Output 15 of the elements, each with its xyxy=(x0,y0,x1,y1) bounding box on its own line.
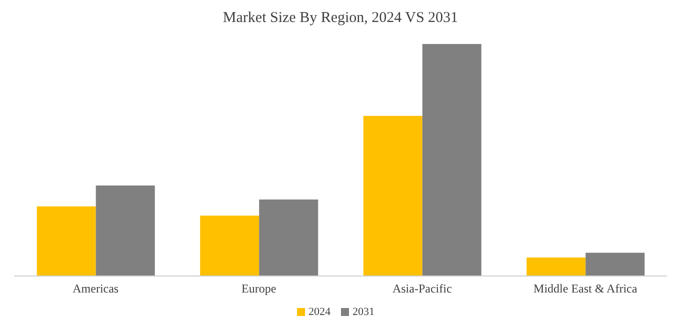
bar xyxy=(259,199,318,276)
bar xyxy=(526,257,586,276)
bar xyxy=(422,44,482,276)
x-tick-label: Europe xyxy=(242,282,276,296)
legend-label: 2031 xyxy=(352,306,374,318)
x-tick-label: Americas xyxy=(72,282,119,296)
chart-title: Market Size By Region, 2024 VS 2031 xyxy=(222,10,460,28)
bar xyxy=(200,216,260,276)
legend-label: 2024 xyxy=(308,306,330,318)
bar xyxy=(363,116,422,276)
bar xyxy=(586,252,645,276)
x-tick-label: Middle East & Africa xyxy=(534,282,638,296)
x-tick-label: Asia-Pacific xyxy=(392,282,452,296)
bar xyxy=(96,186,155,276)
bar xyxy=(36,206,96,276)
